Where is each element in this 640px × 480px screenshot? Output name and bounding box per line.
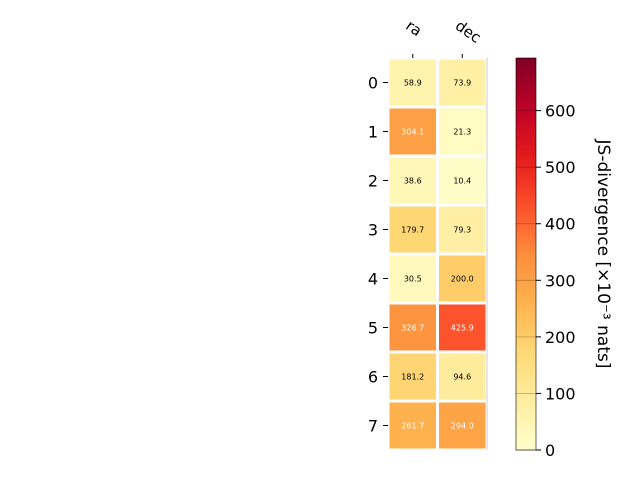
heatmap-cell-6-0	[389, 353, 436, 400]
colorbar-tick-label: 400	[545, 215, 576, 234]
heatmap-cell-0-1	[439, 59, 486, 106]
cell-value-label: 73.9	[453, 79, 471, 88]
column-label-ra: ra	[402, 17, 425, 41]
cell-value-label: 79.3	[453, 226, 471, 235]
cell-value-label: 10.4	[453, 177, 471, 186]
heatmap-cell-6-1	[439, 353, 486, 400]
cell-value-label: 181.2	[401, 373, 424, 382]
heatmap-cell-5-0	[389, 304, 436, 351]
heatmap-grid: 58.9 73.9 304.1 21.3 38.6 10.4 179.7 79.3 30.5 20…	[389, 58, 488, 450]
colorbar: 0 100 200 300 400 500 600	[515, 57, 576, 460]
cell-value-label: 294.0	[451, 422, 474, 431]
colorbar-tick-label: 0	[545, 441, 555, 460]
row-label-1: 1	[368, 123, 378, 142]
heatmap-cell-2-0	[389, 157, 436, 204]
cell-value-label: 94.6	[453, 373, 471, 382]
column-labels: ra dec	[402, 17, 484, 58]
cell-value-label: 21.3	[453, 128, 471, 137]
row-label-0: 0	[368, 74, 378, 93]
colorbar-label: JS-divergence [×10⁻³ nats]	[593, 139, 613, 369]
cell-value-label: 179.7	[401, 226, 424, 235]
cell-value-label: 58.9	[404, 79, 422, 88]
heatmap-cell-0-0	[389, 59, 436, 106]
row-label-6: 6	[368, 368, 378, 387]
column-label-dec: dec	[452, 17, 484, 47]
heatmap-cell-1-1	[439, 108, 486, 155]
cell-value-label: 38.6	[404, 177, 422, 186]
heatmap-cell-5-1	[439, 304, 486, 351]
colorbar-tick-label: 300	[545, 271, 576, 290]
colorbar-tick-label: 100	[545, 384, 576, 403]
cell-value-label: 304.1	[401, 128, 424, 137]
heatmap-cell-2-1	[439, 157, 486, 204]
cell-value-label: 200.0	[451, 275, 474, 284]
row-label-5: 5	[368, 319, 378, 338]
heatmap-cell-3-0	[389, 206, 436, 253]
heatmap-cell-7-1	[439, 402, 486, 449]
row-label-2: 2	[368, 172, 378, 191]
heatmap-cell-4-1	[439, 255, 486, 302]
heatmap-cell-3-1	[439, 206, 486, 253]
colorbar-tick-label: 600	[545, 102, 576, 121]
colorbar-tick-label: 200	[545, 328, 576, 347]
heatmap-cell-7-0	[389, 402, 436, 449]
colorbar-tick-label: 500	[545, 158, 576, 177]
colorbar-gradient	[515, 57, 537, 451]
cell-value-label: 261.7	[401, 422, 424, 431]
row-label-3: 3	[368, 221, 378, 240]
row-label-4: 4	[368, 270, 378, 289]
row-labels: 0 1 2 3 4 5 6 7	[368, 74, 388, 436]
row-label-7: 7	[368, 417, 378, 436]
heatmap-cell-4-0	[389, 255, 436, 302]
cell-value-label: 326.7	[401, 324, 424, 333]
heatmap-cell-1-0	[389, 108, 436, 155]
cell-value-label: 30.5	[404, 275, 422, 284]
cell-value-label: 425.9	[451, 324, 474, 333]
